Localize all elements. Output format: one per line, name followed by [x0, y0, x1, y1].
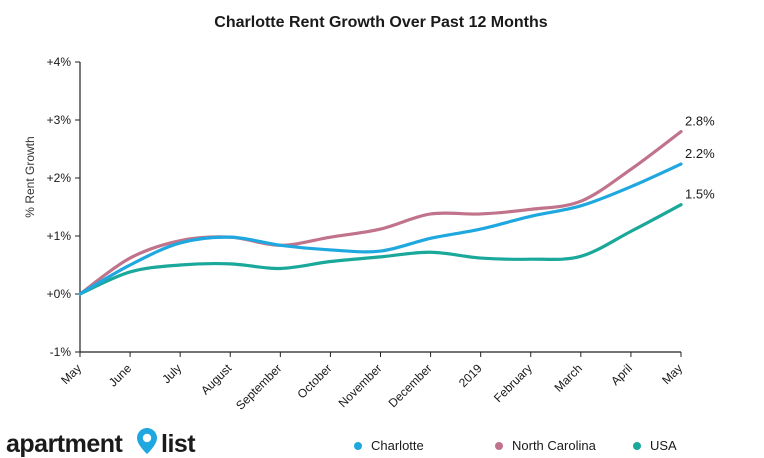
legend-label: USA — [650, 438, 677, 453]
y-axis-label: % Rent Growth — [23, 136, 37, 217]
end-labels: 2.2% 2.8% 1.5% — [685, 114, 715, 202]
legend: Charlotte North Carolina USA — [354, 438, 677, 453]
legend-swatch — [633, 442, 641, 450]
y-tick-label: +4% — [47, 55, 72, 69]
x-tick-label: April — [608, 361, 635, 388]
y-tick-label: +1% — [47, 229, 72, 243]
x-tick-label: September — [233, 361, 284, 412]
apartment-list-logo[interactable]: apartment list — [6, 428, 197, 458]
x-tick-label: December — [386, 361, 435, 410]
logo-text-list: list — [161, 430, 196, 458]
x-tick-label: February — [491, 361, 535, 405]
legend-label: North Carolina — [512, 438, 597, 453]
legend-item-north-carolina: North Carolina — [495, 438, 597, 453]
x-tick-label: June — [106, 361, 135, 390]
x-tick-label: March — [551, 361, 584, 394]
series-line-north-carolina — [78, 130, 683, 296]
y-ticks: -1% +0% +1% +2% +3% +4% — [47, 55, 80, 359]
y-tick-label: -1% — [50, 345, 72, 359]
y-tick-label: +0% — [47, 287, 72, 301]
series-line-charlotte — [78, 162, 683, 296]
legend-label: Charlotte — [371, 438, 424, 453]
legend-item-charlotte: Charlotte — [354, 438, 424, 453]
chart-title: Charlotte Rent Growth Over Past 12 Month… — [214, 14, 547, 31]
x-tick-label: July — [159, 361, 184, 386]
logo-text-apartment: apartment — [6, 430, 124, 458]
legend-swatch — [495, 442, 503, 450]
x-tick-label: November — [336, 361, 385, 410]
x-tick-label: August — [198, 361, 235, 398]
x-tick-label: May — [58, 361, 84, 387]
map-pin-icon — [137, 428, 157, 454]
x-tick-label: May — [659, 361, 685, 387]
end-label-north-carolina: 2.8% — [685, 114, 715, 129]
end-label-charlotte: 2.2% — [685, 146, 715, 161]
y-tick-label: +2% — [47, 171, 72, 185]
x-tick-label: 2019 — [456, 361, 485, 390]
axes — [79, 62, 681, 353]
y-tick-label: +3% — [47, 113, 72, 127]
end-label-usa: 1.5% — [685, 187, 715, 202]
series-line-usa — [78, 203, 683, 296]
legend-item-usa: USA — [633, 438, 677, 453]
legend-swatch — [354, 442, 362, 450]
series-lines — [78, 130, 683, 296]
x-tick-label: October — [294, 361, 334, 401]
